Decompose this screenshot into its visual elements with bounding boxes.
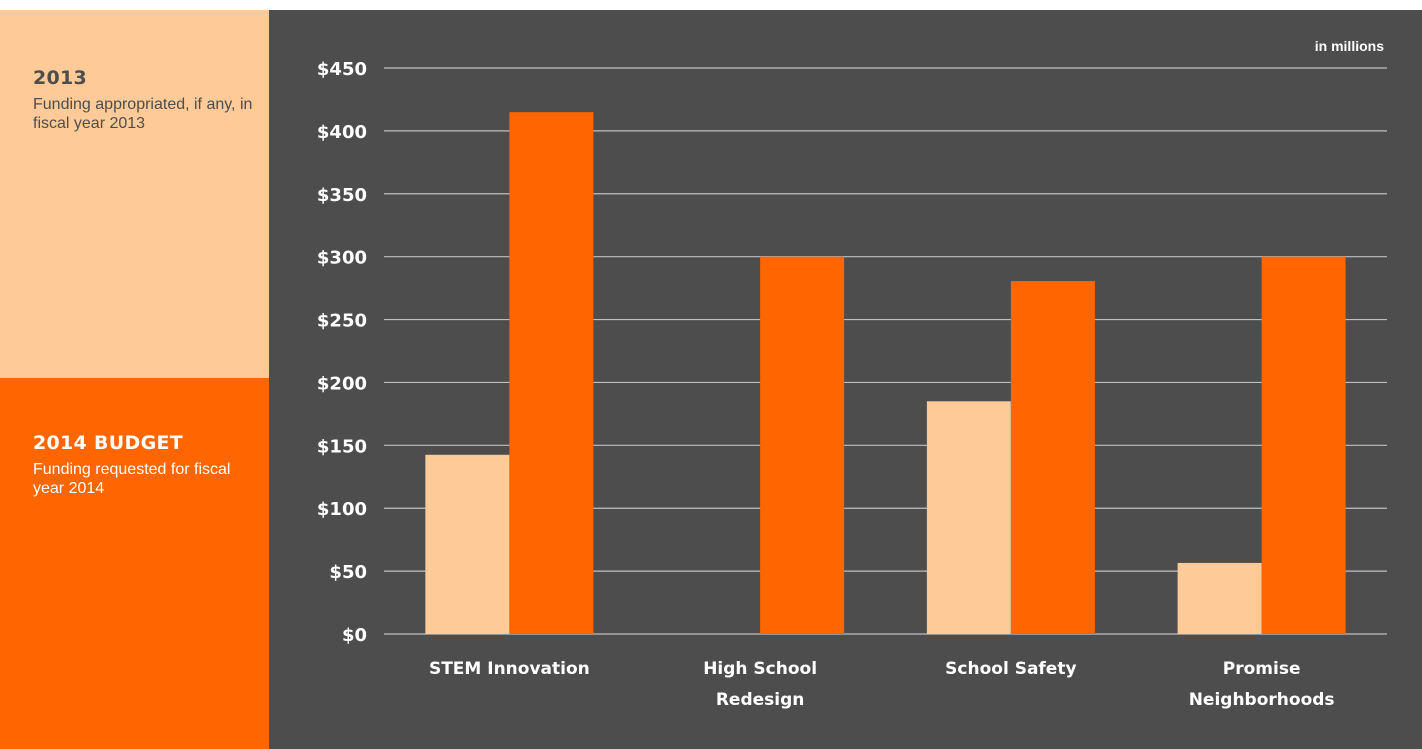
bar-2013: [926, 401, 1011, 634]
bar-2014: [509, 112, 594, 634]
bar-2013: [425, 454, 510, 634]
y-tick-label: $250: [317, 311, 367, 332]
legend-2013: 2013 Funding appropriated, if any, in fi…: [0, 10, 269, 378]
category-label: Redesign: [716, 690, 805, 710]
category-label: Promise: [1223, 659, 1301, 679]
chart-panel: in millions $0 $50 $100 $150 $200 $250 $300 $35…: [269, 10, 1422, 749]
y-tick-label: $300: [317, 248, 367, 269]
bar-2013: [1177, 562, 1262, 634]
bar-2014: [1261, 256, 1346, 634]
y-tick-label: $150: [317, 436, 367, 457]
bar-chart: $0 $50 $100 $150 $200 $250 $300 $350 $400 $450 STE…: [317, 59, 1387, 710]
bar-2014: [760, 256, 845, 634]
category-label: Neighborhoods: [1189, 690, 1335, 710]
legend-2013-title: 2013: [33, 67, 88, 89]
legend-2013-description: Funding appropriated, if any, in fiscal …: [33, 96, 253, 132]
y-tick-label: $100: [317, 499, 367, 520]
bar-2014: [1010, 281, 1095, 634]
y-tick-label: $200: [317, 373, 367, 394]
legend-2014-title: 2014 BUDGET: [33, 432, 184, 454]
legend-2014: 2014 BUDGET Funding requested for fiscal…: [0, 378, 269, 749]
y-tick-label: $450: [317, 59, 367, 80]
y-tick-label: $400: [317, 122, 367, 143]
y-tick-label: $50: [329, 562, 367, 583]
units-note: in millions: [1314, 38, 1384, 54]
category-label: STEM Innovation: [429, 659, 590, 679]
legend-2014-description: Funding requested for fiscal year 2014: [33, 461, 231, 497]
category-label: School Safety: [945, 659, 1076, 679]
y-tick-label: $0: [342, 625, 367, 646]
y-tick-label: $350: [317, 185, 367, 206]
category-label: High School: [703, 659, 817, 679]
